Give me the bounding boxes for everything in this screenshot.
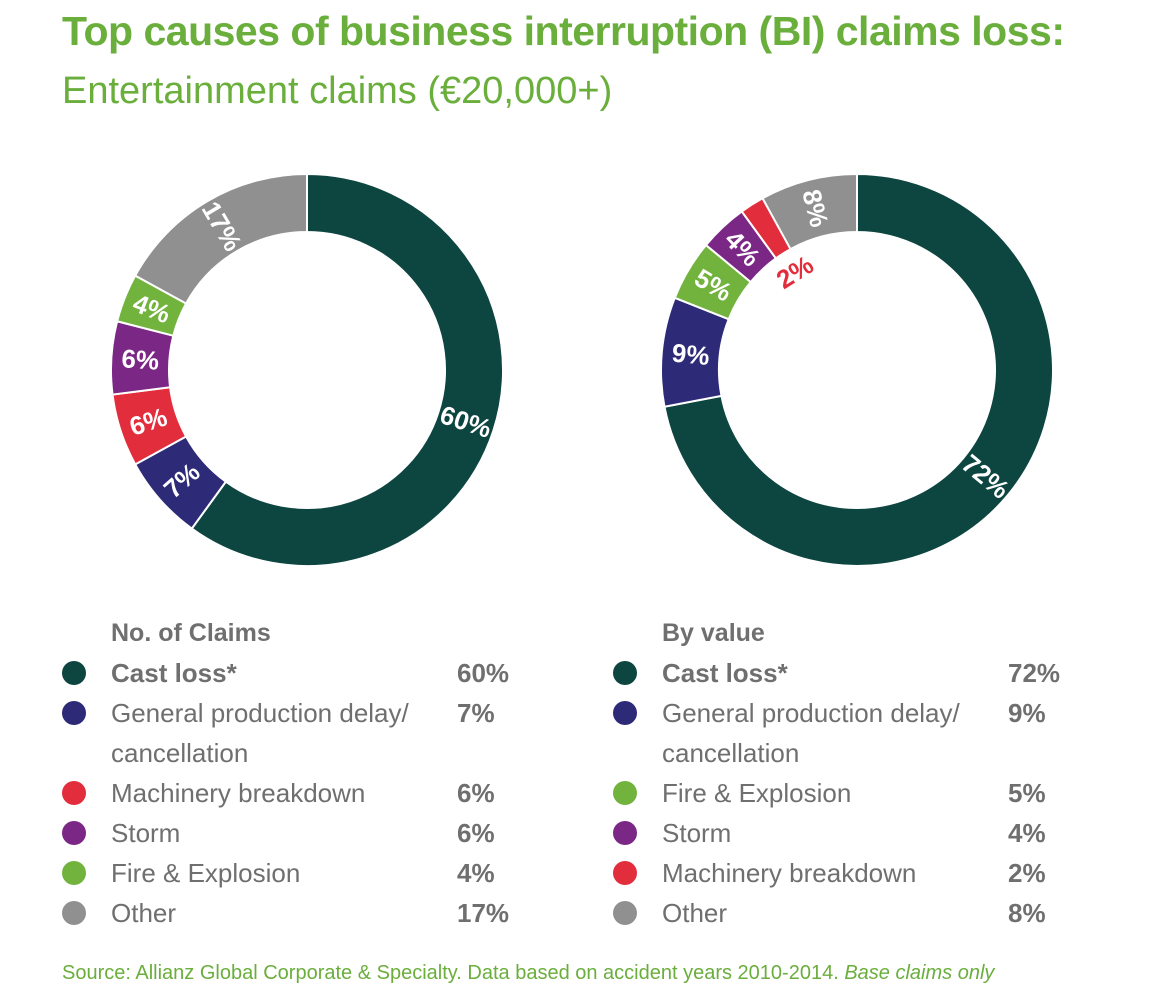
legend-label: Other: [662, 898, 728, 928]
donut-chart-value: 72%9%5%4% 2%8%: [660, 172, 1054, 567]
legend-swatch: [62, 781, 86, 805]
donut-chart-claims: 60%7%6%6%4%17%: [110, 172, 504, 567]
slice-other: [133, 172, 308, 305]
legend-swatch: [613, 901, 637, 925]
legend-value: 6%: [457, 778, 495, 808]
legend-item-cast-loss: Cast loss* 60%: [62, 653, 522, 693]
source-text: Source: Allianz Global Corporate & Speci…: [62, 962, 845, 984]
legend-value: 60%: [457, 658, 510, 688]
legend-item-fire-explosion: Fire & Explosion 5%: [613, 773, 1073, 813]
legend-item-storm: Storm 6%: [62, 813, 522, 853]
legend-item-other: Other 8%: [613, 893, 1073, 933]
chart-subtitle: Entertainment claims (€20,000+): [62, 70, 613, 112]
slice-cast-loss: [663, 172, 1054, 567]
legend-item-general-production-delay-cancellation: General production delay/ cancellation 9%: [613, 693, 1073, 773]
legend-item-cast-loss: Cast loss* 72%: [613, 653, 1073, 693]
legend-value: 7%: [457, 698, 495, 728]
legend-label: Other: [111, 898, 177, 928]
legend-label: Fire & Explosion: [662, 778, 852, 808]
legend-label: Cast loss*: [111, 658, 237, 688]
legend-item-general-production-delay-cancellation: General production delay/ cancellation 7%: [62, 693, 522, 773]
legend-title: No. of Claims: [111, 619, 271, 647]
legend-item-machinery-breakdown: Machinery breakdown 6%: [62, 773, 522, 813]
legend-value: By value Cast loss* 72% General production…: [613, 615, 1073, 933]
legend-item-storm: Storm 4%: [613, 813, 1073, 853]
legend-value: 6%: [457, 818, 495, 848]
legend-claims: No. of Claims Cast loss* 60% General produ…: [62, 615, 522, 933]
slice-cast-loss: [190, 172, 504, 567]
slice-label-general-production-delay-cancellation: 9%: [671, 338, 711, 371]
legend-label: Storm: [111, 818, 181, 848]
legend-swatch: [62, 861, 86, 885]
legend-label: Machinery breakdown: [111, 778, 366, 808]
legend-swatch: [613, 781, 637, 805]
legend-label: Fire & Explosion: [111, 858, 301, 888]
legend-label: Machinery breakdown: [662, 858, 917, 888]
legend-swatch: [613, 821, 637, 845]
legend-swatch: [62, 821, 86, 845]
legend-value: 9%: [1008, 698, 1046, 728]
legend-value: 72%: [1008, 658, 1061, 688]
legend-value: 4%: [1008, 818, 1046, 848]
legend-label: General production delay/ cancellation: [662, 698, 960, 768]
source-note: Source: Allianz Global Corporate & Speci…: [62, 962, 994, 985]
legend-item-fire-explosion: Fire & Explosion 4%: [62, 853, 522, 893]
legend-label: Cast loss*: [662, 658, 788, 688]
legend-item-machinery-breakdown: Machinery breakdown 2%: [613, 853, 1073, 893]
chart-title: Top causes of business interruption (BI)…: [62, 8, 1065, 54]
legend-value: 5%: [1008, 778, 1046, 808]
legend-value: 2%: [1008, 858, 1046, 888]
legend-value: 17%: [457, 898, 510, 928]
legend-value: 4%: [457, 858, 495, 888]
source-note-italic: Base claims only: [844, 962, 995, 984]
slice-other: [761, 172, 858, 251]
legend-swatch: [62, 901, 86, 925]
legend-item-other: Other 17%: [62, 893, 522, 933]
slice-label-storm: 6%: [121, 343, 160, 375]
legend-swatch: [613, 661, 637, 685]
legend-swatch: [613, 701, 637, 725]
legend-swatch: [62, 701, 86, 725]
legend-label: Storm: [662, 818, 732, 848]
legend-title: By value: [662, 619, 765, 647]
legend-swatch: [613, 861, 637, 885]
legend-label: General production delay/ cancellation: [111, 698, 409, 768]
legend-value: 8%: [1008, 898, 1046, 928]
legend-swatch: [62, 661, 86, 685]
